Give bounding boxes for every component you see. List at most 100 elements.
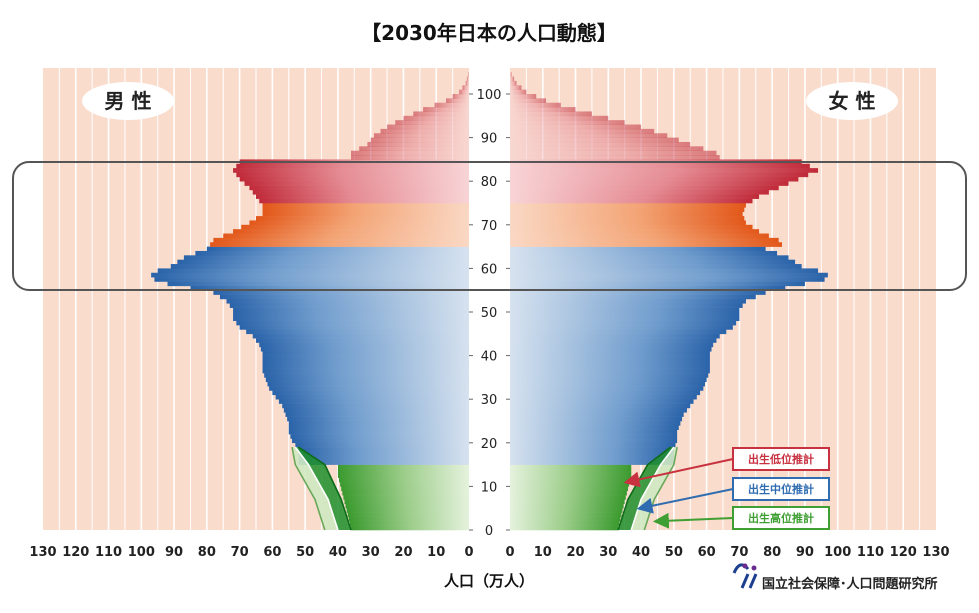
male-age-bar	[252, 189, 469, 195]
legend-label: 出生高位推計	[748, 511, 814, 525]
male-age-bar	[337, 464, 469, 470]
male-age-bar	[337, 468, 469, 474]
male-age-bar	[288, 421, 469, 426]
female-age-bar	[510, 172, 809, 178]
male-x-tick-label: 80	[198, 545, 216, 560]
pyramid-bars	[151, 72, 828, 531]
female-age-bar	[510, 377, 707, 383]
female-age-bar	[510, 464, 632, 470]
male-age-bar	[256, 338, 469, 343]
male-age-bar	[347, 512, 469, 518]
female-age-bar	[510, 150, 717, 156]
male-age-bar	[459, 89, 469, 95]
female-age-bar	[510, 394, 697, 400]
male-age-bar	[342, 490, 469, 496]
age-tick-label: 40	[481, 350, 498, 365]
female-age-bar	[510, 242, 782, 247]
male-x-tick-label: 10	[427, 545, 445, 560]
female-age-bar	[510, 255, 789, 260]
female-x-tick-label: 100	[824, 545, 851, 560]
age-tick-label: 70	[481, 219, 498, 234]
male-age-bar	[340, 482, 469, 487]
legend-arrow	[623, 458, 734, 488]
female-age-bar	[510, 329, 727, 335]
female-age-bar	[510, 237, 779, 243]
female-age-bar	[510, 508, 623, 513]
female-age-bar	[510, 85, 522, 90]
male-age-bar	[233, 307, 469, 313]
female-x-tick-label: 10	[534, 545, 552, 560]
female-x-tick-label: 90	[796, 545, 814, 560]
male-age-bar	[213, 237, 469, 243]
female-age-bar	[510, 316, 740, 322]
male-age-bar	[298, 447, 469, 452]
female-age-bar	[510, 386, 704, 391]
male-age-bar	[226, 298, 469, 304]
female-age-bar	[510, 224, 753, 230]
male-age-bar	[259, 342, 469, 348]
male-age-bar	[292, 438, 469, 444]
age-tick-label: 50	[481, 306, 498, 321]
female-age-bar	[510, 290, 766, 295]
female-x-tick-label: 110	[857, 545, 884, 560]
female-age-bar	[510, 495, 626, 500]
male-age-bar	[465, 80, 469, 86]
female-age-bar	[510, 403, 691, 409]
male-age-bar	[295, 442, 469, 448]
male-age-bar	[239, 176, 469, 182]
female-label: 女 性	[829, 89, 876, 113]
female-age-bar	[510, 460, 674, 465]
male-fan-line	[298, 446, 352, 531]
male-age-bar	[446, 98, 469, 104]
male-age-bar	[341, 486, 469, 492]
male-age-bar	[275, 394, 469, 400]
male-age-bar	[344, 499, 469, 505]
legend-label: 出生低位推計	[748, 452, 814, 466]
male-age-bar	[262, 207, 469, 213]
female-age-bar	[510, 233, 769, 239]
male-age-bar	[403, 115, 469, 121]
male-age-bar	[466, 76, 469, 82]
male-age-bar	[413, 111, 469, 117]
female-x-tick-label: 50	[665, 545, 683, 560]
male-age-bar	[229, 303, 469, 308]
female-age-bar	[510, 216, 745, 221]
male-age-bar	[278, 399, 469, 404]
male-age-bar	[210, 242, 469, 247]
female-age-bar	[510, 211, 743, 217]
male-age-bar	[283, 407, 469, 413]
female-age-bar	[510, 72, 512, 77]
male-age-bar	[206, 246, 469, 252]
male-age-bar	[233, 316, 469, 322]
female-age-bar	[510, 285, 786, 291]
male-fan-line	[291, 447, 326, 531]
male-age-bar	[269, 386, 469, 391]
female-x-tick-label: 70	[730, 545, 748, 560]
female-age-bar	[510, 124, 642, 130]
female-x-tick-label: 130	[922, 545, 949, 560]
male-age-bar	[282, 403, 469, 409]
male-age-bar	[260, 346, 469, 352]
female-age-bar	[510, 333, 720, 339]
female-age-bar	[510, 194, 760, 199]
female-age-bar	[510, 259, 796, 265]
female-age-bar	[510, 442, 676, 448]
female-age-bar	[510, 468, 632, 474]
female-age-bar	[510, 521, 620, 526]
institution-name: 国立社会保障･人口問題研究所	[762, 576, 938, 592]
age-tick-label: 10	[481, 480, 498, 495]
male-age-bar	[177, 259, 469, 265]
male-x-tick-label: 20	[394, 545, 412, 560]
female-age-bar	[510, 102, 561, 108]
female-age-bar	[510, 181, 789, 186]
male-fan-line	[294, 446, 339, 531]
female-age-bar	[510, 307, 740, 313]
male-age-bar	[239, 325, 469, 330]
female-age-bar	[510, 473, 632, 478]
male-age-bar	[233, 312, 469, 317]
female-age-bar	[510, 141, 691, 147]
